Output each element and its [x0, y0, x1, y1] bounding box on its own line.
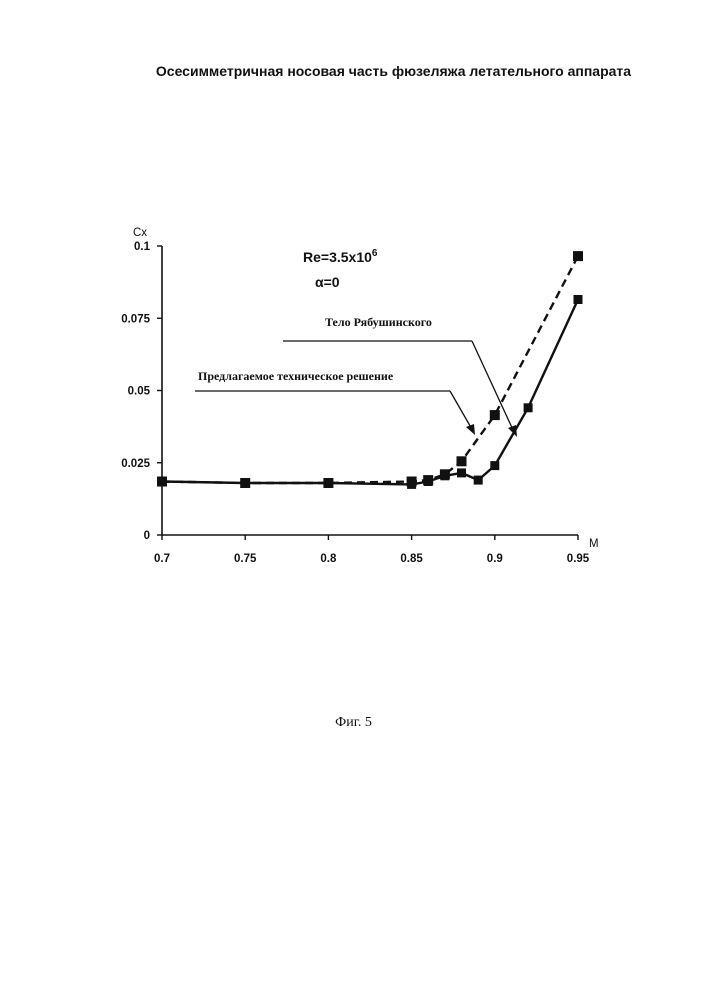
data-point: [241, 479, 250, 488]
data-point: [573, 251, 583, 261]
reynolds-exponent: 6: [372, 248, 378, 259]
figure-caption: Фиг. 5: [0, 715, 707, 731]
x-tick-label: 0.95: [567, 553, 590, 565]
alpha-label: α=0: [315, 274, 340, 290]
data-point: [324, 479, 333, 488]
y-tick-label: 0.1: [134, 241, 151, 253]
x-tick-label: 0.85: [400, 553, 423, 565]
x-tick-label: 0.8: [320, 553, 337, 565]
y-tick-label: 0.075: [121, 313, 150, 325]
reynolds-label: Re=3.5x106: [303, 248, 378, 265]
data-point: [158, 477, 167, 486]
data-point: [457, 468, 466, 477]
x-tick-label: 0.75: [234, 553, 257, 565]
data-point: [457, 456, 467, 466]
chart-annotations: Cx M Re=3.5x106 α=0 Тело Рябушинского Пр…: [133, 227, 599, 550]
chart-ticks: 0 0.025 0.05 0.075 0.1 0.7 0.75 0.8 0.85 0.9 0.95: [121, 241, 590, 565]
data-point: [524, 403, 533, 412]
data-point: [490, 410, 500, 420]
data-point: [474, 476, 483, 485]
legend-ryabushinsky: Тело Рябушинского: [325, 315, 432, 329]
y-tick-label: 0: [144, 530, 150, 542]
y-tick-label: 0.025: [121, 458, 150, 470]
data-point: [490, 461, 499, 470]
leader-proposed-d: [450, 391, 473, 431]
x-tick-label: 0.7: [154, 553, 170, 565]
x-tick-label: 0.9: [487, 553, 503, 565]
data-point: [407, 480, 416, 489]
data-point: [424, 477, 433, 486]
x-axis-label: M: [589, 538, 599, 550]
reynolds-value: Re=3.5x10: [303, 249, 372, 265]
data-point: [440, 471, 449, 480]
y-axis-label: Cx: [133, 227, 147, 239]
arrow-proposed: [466, 424, 475, 435]
legend-proposed: Предлагаемое техническое решение: [198, 369, 394, 383]
y-tick-label: 0.05: [128, 386, 151, 398]
data-point: [574, 295, 583, 304]
